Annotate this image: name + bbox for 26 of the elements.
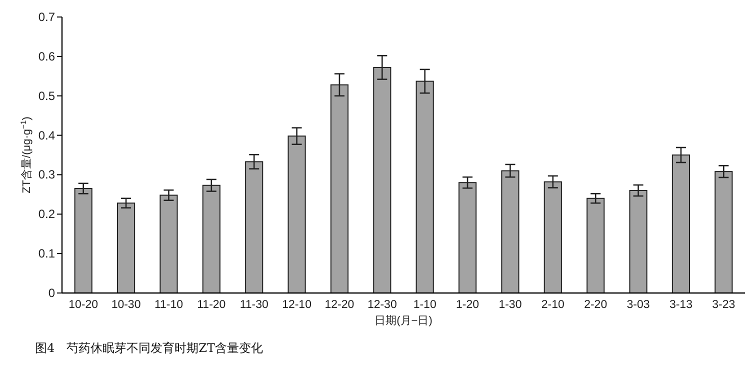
x-tick-label: 10-30 <box>111 299 141 311</box>
y-tick-label: 0.7 <box>38 10 56 24</box>
x-tick-label: 3-03 <box>626 299 650 311</box>
x-axis-title: 日期(月−日) <box>374 315 432 327</box>
y-tick-label: 0.3 <box>38 168 56 182</box>
caption: 图4 芍药休眠芽不同发育时期ZT含量变化 <box>35 341 263 355</box>
x-tick-label: 2-20 <box>584 299 608 311</box>
x-tick-label: 3-23 <box>712 299 736 311</box>
x-tick-label: 11-10 <box>154 299 183 311</box>
x-tick-label: 1-30 <box>498 299 522 311</box>
y-tick-label: 0.4 <box>38 128 56 142</box>
x-tick-label: 12-20 <box>324 299 354 311</box>
x-tick-label: 1-20 <box>456 299 480 311</box>
x-tick-label: 12-10 <box>282 299 312 311</box>
x-tick-label: 1-10 <box>413 299 436 311</box>
y-tick-label: 0.2 <box>38 207 56 222</box>
x-tick-label: 3-13 <box>669 299 692 311</box>
y-tick-label: 0.6 <box>38 49 56 64</box>
y-tick-label: 0 <box>48 286 56 300</box>
x-tick-label: 11-20 <box>197 299 226 311</box>
y-tick-label: 0.1 <box>38 246 56 261</box>
x-tick-label: 10-20 <box>68 299 98 311</box>
y-tick-label: 0.5 <box>38 88 56 103</box>
x-tick-label: 11-30 <box>240 299 268 311</box>
x-tick-label: 12-30 <box>367 299 397 311</box>
x-tick-label: 2-10 <box>541 299 564 311</box>
